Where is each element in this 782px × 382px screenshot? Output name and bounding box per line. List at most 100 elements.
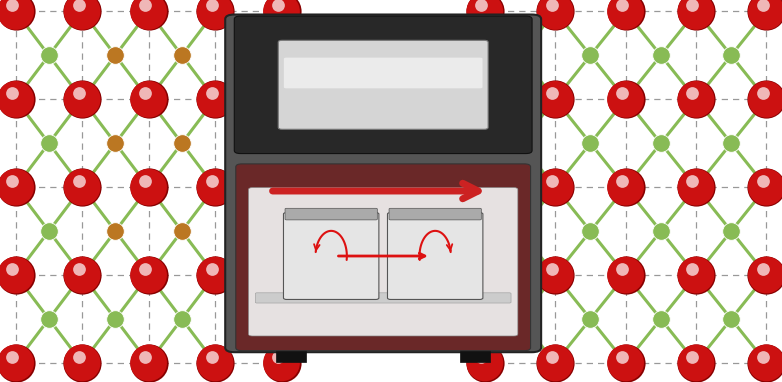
Point: [9, 272, 22, 278]
Point: [545, 354, 558, 360]
Point: [756, 178, 769, 184]
Point: [655, 316, 667, 322]
FancyBboxPatch shape: [255, 293, 511, 303]
Point: [687, 354, 699, 360]
Point: [175, 316, 188, 322]
Point: [272, 178, 285, 184]
Point: [142, 8, 155, 15]
Point: [760, 8, 773, 15]
Point: [9, 360, 22, 366]
Point: [175, 228, 188, 234]
Point: [209, 96, 221, 102]
Point: [76, 96, 88, 102]
Point: [109, 140, 121, 146]
Point: [616, 354, 629, 360]
Point: [9, 184, 22, 190]
Point: [549, 96, 561, 102]
Point: [690, 272, 702, 278]
Point: [275, 184, 288, 190]
Point: [545, 266, 558, 272]
Point: [9, 8, 22, 15]
Point: [616, 2, 629, 8]
Point: [690, 8, 702, 15]
Point: [479, 96, 491, 102]
Point: [9, 96, 22, 102]
Point: [475, 178, 488, 184]
Point: [142, 8, 155, 15]
Point: [275, 360, 288, 366]
Point: [209, 272, 221, 278]
Point: [619, 96, 632, 102]
Point: [142, 96, 155, 102]
Point: [6, 2, 19, 8]
Point: [514, 228, 526, 234]
Point: [209, 360, 221, 366]
Point: [756, 354, 769, 360]
Point: [272, 90, 285, 96]
Point: [76, 360, 88, 366]
FancyBboxPatch shape: [278, 40, 488, 129]
Point: [545, 90, 558, 96]
Point: [514, 52, 526, 58]
Point: [687, 178, 699, 184]
Point: [475, 266, 488, 272]
Point: [690, 360, 702, 366]
Point: [76, 272, 88, 278]
FancyBboxPatch shape: [258, 164, 500, 218]
Point: [209, 272, 221, 278]
Point: [760, 360, 773, 366]
Point: [209, 360, 221, 366]
Point: [760, 184, 773, 190]
Point: [549, 272, 561, 278]
Point: [616, 266, 629, 272]
Point: [76, 272, 88, 278]
Point: [272, 354, 285, 360]
Point: [142, 184, 155, 190]
Point: [690, 184, 702, 190]
Point: [725, 52, 737, 58]
Point: [479, 272, 491, 278]
Point: [475, 354, 488, 360]
Point: [760, 360, 773, 366]
Point: [549, 96, 561, 102]
Point: [175, 140, 188, 146]
FancyBboxPatch shape: [284, 58, 482, 88]
Point: [687, 2, 699, 8]
Point: [619, 8, 632, 15]
Point: [242, 228, 255, 234]
Point: [76, 184, 88, 190]
Point: [690, 8, 702, 15]
Point: [275, 8, 288, 15]
Point: [139, 178, 152, 184]
Point: [142, 360, 155, 366]
Point: [549, 8, 561, 15]
Point: [619, 360, 632, 366]
Point: [584, 140, 597, 146]
Point: [616, 90, 629, 96]
Point: [690, 360, 702, 366]
Point: [42, 228, 55, 234]
Point: [42, 140, 55, 146]
FancyBboxPatch shape: [389, 208, 481, 220]
Point: [9, 360, 22, 366]
Point: [6, 266, 19, 272]
Point: [73, 178, 85, 184]
Point: [655, 140, 667, 146]
FancyBboxPatch shape: [249, 188, 518, 336]
Point: [549, 360, 561, 366]
Point: [479, 360, 491, 366]
Point: [760, 96, 773, 102]
Point: [272, 266, 285, 272]
Point: [142, 360, 155, 366]
Point: [242, 52, 255, 58]
Point: [479, 184, 491, 190]
Point: [9, 184, 22, 190]
Point: [616, 178, 629, 184]
Point: [275, 184, 288, 190]
Point: [725, 228, 737, 234]
Point: [206, 178, 218, 184]
Point: [514, 316, 526, 322]
Point: [479, 8, 491, 15]
FancyBboxPatch shape: [387, 212, 482, 299]
Point: [209, 184, 221, 190]
